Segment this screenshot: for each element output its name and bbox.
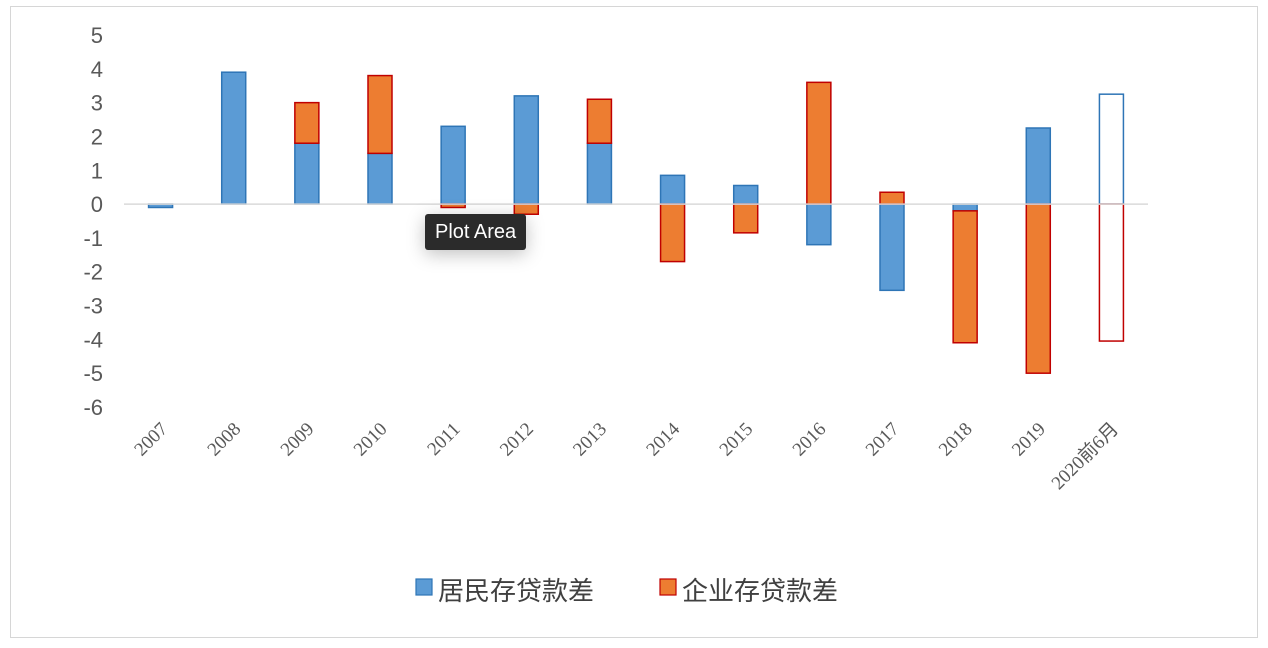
x-tick-label: 2007 — [130, 419, 172, 461]
x-tick-label: 2017 — [862, 419, 904, 461]
legend-item-enterprise: 企业存贷款差 — [682, 577, 838, 607]
y-tick-label: -2 — [83, 260, 103, 285]
bar-resident — [220, 71, 247, 205]
bar-enterprise — [586, 98, 613, 144]
legend-swatch — [659, 578, 677, 596]
bar-enterprise — [659, 203, 686, 263]
y-tick-label: 4 — [91, 57, 103, 82]
x-tick-label: 2016 — [789, 419, 831, 461]
bar-resident — [952, 203, 978, 212]
x-tick-label: 2019 — [1008, 419, 1050, 461]
bar-resident — [513, 95, 540, 205]
x-tick-label: 2010 — [350, 419, 392, 461]
legend-swatch — [415, 578, 433, 596]
plot-area-tooltip: Plot Area — [425, 214, 527, 250]
x-tick-label: 2015 — [716, 419, 758, 461]
x-tick-label: 2011 — [423, 419, 464, 460]
x-tick-label: 2013 — [569, 419, 611, 461]
x-tick-label: 2014 — [642, 418, 684, 460]
y-tick-label: -1 — [83, 226, 103, 251]
bar-enterprise — [806, 81, 832, 205]
y-tick-label: -5 — [83, 361, 103, 386]
y-tick-label: 2 — [91, 124, 103, 149]
bar-enterprise — [732, 203, 759, 234]
y-tick-label: -6 — [83, 395, 103, 420]
bar-resident — [440, 125, 466, 205]
bar-enterprise — [879, 191, 905, 205]
bar-resident — [1025, 127, 1052, 205]
legend-item-resident: 居民存贷款差 — [438, 577, 594, 607]
y-tick-label: -4 — [83, 327, 103, 352]
y-tick-label: 3 — [91, 91, 103, 116]
bar-enterprise — [1098, 203, 1125, 342]
bar-resident — [659, 174, 686, 205]
y-tick-label: 0 — [91, 192, 103, 217]
bar-enterprise — [513, 203, 540, 215]
bar-enterprise — [952, 210, 978, 344]
bar-resident — [732, 184, 759, 205]
bar-enterprise — [1025, 203, 1052, 374]
bar-resident — [586, 142, 613, 205]
x-tick-label: 2009 — [277, 419, 319, 461]
y-tick-label: 1 — [91, 158, 103, 183]
bar-resident — [879, 203, 905, 292]
bar-enterprise — [294, 101, 320, 144]
x-tick-label: 2018 — [935, 419, 977, 461]
x-tick-label: 2008 — [204, 419, 246, 461]
bar-resident — [294, 142, 320, 205]
bar-enterprise — [367, 74, 393, 155]
y-tick-label: -3 — [83, 294, 103, 319]
bar-resident — [367, 152, 393, 205]
bar-resident — [1098, 93, 1125, 205]
y-tick-label: 5 — [91, 23, 103, 48]
bar-resident — [806, 203, 832, 246]
x-tick-label: 2012 — [496, 419, 538, 461]
x-tick-label: 2020前6月 — [1047, 418, 1123, 494]
